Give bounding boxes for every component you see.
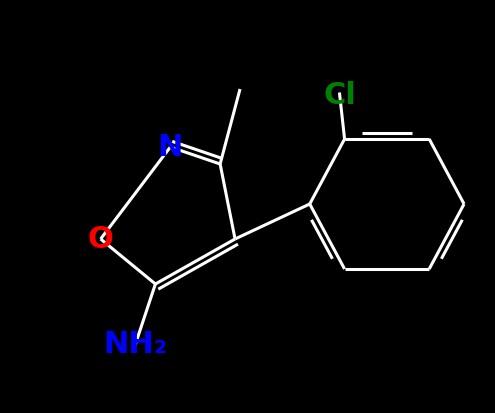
- Text: O: O: [88, 225, 113, 254]
- Text: Cl: Cl: [323, 80, 356, 109]
- Text: N: N: [157, 133, 183, 162]
- Text: NH₂: NH₂: [103, 330, 167, 358]
